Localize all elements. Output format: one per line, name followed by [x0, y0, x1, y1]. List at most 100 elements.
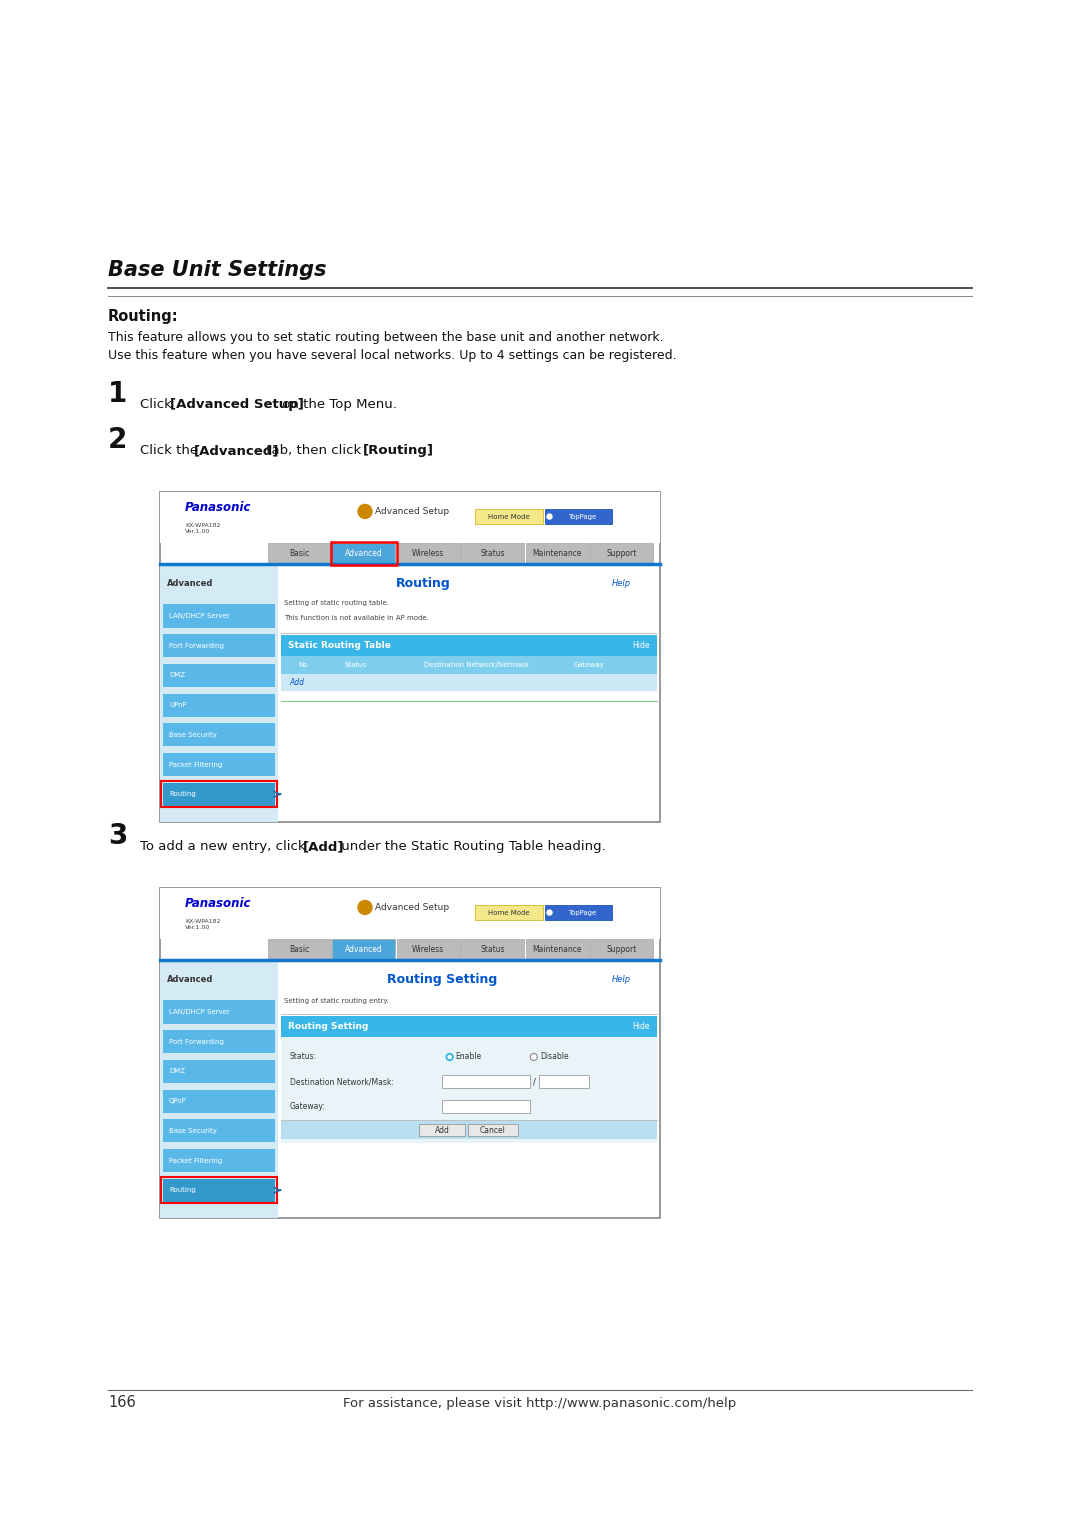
Circle shape	[546, 911, 552, 915]
Bar	[160, 960, 278, 1218]
Text: TopPage: TopPage	[568, 513, 596, 520]
FancyBboxPatch shape	[544, 509, 612, 524]
Bar	[281, 1122, 657, 1140]
Text: tab, then click: tab, then click	[262, 445, 365, 457]
Text: Routing Setting: Routing Setting	[387, 973, 497, 986]
FancyBboxPatch shape	[163, 663, 274, 688]
Text: This feature allows you to set static routing between the base unit and another : This feature allows you to set static ro…	[108, 332, 663, 344]
FancyBboxPatch shape	[163, 753, 274, 776]
FancyBboxPatch shape	[475, 906, 542, 920]
Text: Panasonic: Panasonic	[185, 501, 252, 513]
Bar	[281, 656, 657, 674]
FancyBboxPatch shape	[544, 906, 612, 920]
Text: Destination Network/Mask:: Destination Network/Mask:	[289, 1077, 393, 1086]
Text: Routing Setting: Routing Setting	[287, 1022, 368, 1031]
Circle shape	[446, 1053, 454, 1060]
Text: Routing:: Routing:	[108, 309, 178, 324]
FancyBboxPatch shape	[163, 694, 274, 717]
Text: Advanced: Advanced	[167, 579, 214, 588]
Text: Wireless: Wireless	[411, 944, 444, 953]
Text: No: No	[298, 662, 308, 668]
FancyBboxPatch shape	[396, 940, 459, 960]
Text: 166: 166	[108, 1395, 136, 1410]
Text: 1: 1	[108, 380, 127, 408]
Text: /: /	[532, 1077, 536, 1086]
FancyBboxPatch shape	[419, 1125, 464, 1137]
FancyBboxPatch shape	[442, 1100, 530, 1112]
FancyBboxPatch shape	[590, 940, 653, 960]
Text: Enable: Enable	[456, 1053, 482, 1062]
FancyBboxPatch shape	[163, 1178, 274, 1203]
Text: Base Security: Base Security	[168, 732, 217, 738]
Text: LAN/DHCP Server: LAN/DHCP Server	[168, 1008, 230, 1015]
Text: Port Forwarding: Port Forwarding	[168, 1039, 224, 1045]
Text: Support: Support	[606, 549, 637, 558]
FancyBboxPatch shape	[526, 542, 589, 564]
Text: Routing: Routing	[168, 792, 195, 798]
FancyBboxPatch shape	[163, 1118, 274, 1143]
Text: Status: Status	[345, 662, 367, 668]
Bar	[160, 564, 278, 822]
Bar	[281, 674, 657, 691]
FancyBboxPatch shape	[526, 940, 589, 960]
Bar	[160, 492, 660, 542]
Text: Home Mode: Home Mode	[488, 909, 529, 915]
Text: Status:: Status:	[289, 1053, 316, 1062]
Text: Status: Status	[481, 549, 504, 558]
Text: Help: Help	[612, 975, 632, 984]
Text: Advanced: Advanced	[345, 549, 382, 558]
FancyBboxPatch shape	[163, 605, 274, 628]
Text: [Add]: [Add]	[303, 840, 345, 853]
FancyBboxPatch shape	[268, 542, 330, 564]
Text: UPnP: UPnP	[168, 701, 187, 707]
Text: LAN/DHCP Server: LAN/DHCP Server	[168, 613, 230, 619]
Text: .: .	[420, 445, 424, 457]
Text: Packet Filtering: Packet Filtering	[168, 761, 222, 767]
Text: DMZ: DMZ	[168, 1068, 185, 1074]
Bar	[281, 1016, 657, 1038]
Text: Base Unit Settings: Base Unit Settings	[108, 260, 326, 280]
Text: Panasonic: Panasonic	[185, 897, 252, 909]
Text: Wireless: Wireless	[411, 549, 444, 558]
Bar	[160, 888, 660, 940]
FancyBboxPatch shape	[332, 940, 395, 960]
FancyBboxPatch shape	[163, 634, 274, 657]
Circle shape	[530, 1053, 537, 1060]
Text: under the Static Routing Table heading.: under the Static Routing Table heading.	[337, 840, 606, 853]
Text: Destination Network/Netmask: Destination Network/Netmask	[423, 662, 529, 668]
Text: 2: 2	[108, 426, 127, 454]
Text: Base Security: Base Security	[168, 1128, 217, 1134]
Circle shape	[357, 900, 372, 914]
Text: Port Forwarding: Port Forwarding	[168, 643, 224, 649]
Text: Advanced Setup: Advanced Setup	[375, 507, 449, 516]
Text: For assistance, please visit http://www.panasonic.com/help: For assistance, please visit http://www.…	[343, 1397, 737, 1410]
Bar	[281, 1038, 657, 1143]
Text: Maintenance: Maintenance	[532, 549, 582, 558]
Text: Basic: Basic	[288, 944, 309, 953]
Text: Support: Support	[606, 944, 637, 953]
Text: Advanced: Advanced	[167, 975, 214, 984]
Text: Gateway:: Gateway:	[289, 1102, 325, 1111]
Text: Home Mode: Home Mode	[488, 513, 529, 520]
FancyBboxPatch shape	[461, 542, 524, 564]
FancyBboxPatch shape	[590, 542, 653, 564]
Text: Basic: Basic	[288, 549, 309, 558]
FancyBboxPatch shape	[268, 940, 330, 960]
Circle shape	[357, 504, 372, 518]
Text: KX-WPA182
Ver.1.00: KX-WPA182 Ver.1.00	[185, 523, 220, 535]
Text: Status: Status	[481, 944, 504, 953]
Bar	[281, 634, 657, 656]
Text: on the Top Menu.: on the Top Menu.	[278, 397, 396, 411]
Text: Advanced Setup: Advanced Setup	[375, 903, 449, 912]
FancyBboxPatch shape	[163, 782, 274, 805]
Text: Cancel: Cancel	[480, 1126, 505, 1135]
Text: Help: Help	[612, 579, 632, 588]
FancyBboxPatch shape	[539, 1076, 589, 1088]
Text: Advanced: Advanced	[345, 944, 382, 953]
Text: Add: Add	[434, 1126, 449, 1135]
Text: DMZ: DMZ	[168, 672, 185, 678]
FancyBboxPatch shape	[163, 723, 274, 746]
Text: [Advanced]: [Advanced]	[194, 445, 280, 457]
Text: Add: Add	[289, 678, 305, 688]
FancyBboxPatch shape	[468, 1125, 517, 1137]
